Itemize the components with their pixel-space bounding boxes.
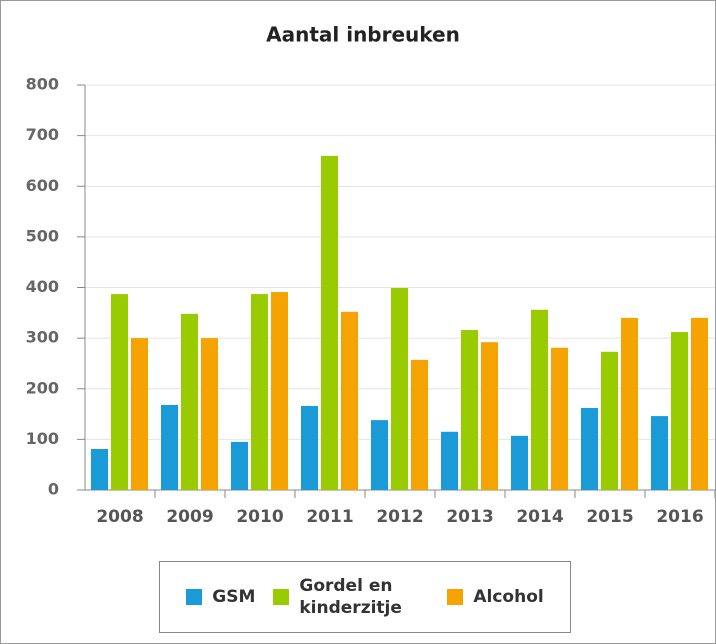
bar: [551, 347, 568, 490]
legend-swatch: [273, 589, 290, 605]
bar: [111, 294, 128, 490]
bar: [581, 407, 598, 490]
bar: [531, 309, 548, 490]
bar: [691, 317, 708, 490]
bar: [271, 292, 288, 490]
bar: [161, 404, 178, 490]
x-tick-label: 2010: [236, 507, 283, 527]
y-tick-label: 800: [26, 75, 59, 94]
x-tick-label: 2014: [516, 507, 563, 527]
bar: [481, 342, 498, 490]
x-tick-label: 2011: [306, 507, 353, 527]
x-tick-label: 2008: [96, 507, 143, 527]
bar: [671, 332, 688, 490]
legend-item: Gordel en kinderzitje: [273, 575, 429, 619]
y-tick-label: 500: [26, 226, 59, 245]
bar: [251, 294, 268, 490]
bar: [181, 313, 198, 490]
y-tick-label: 300: [26, 328, 59, 347]
bar: [461, 330, 478, 490]
chart-title: Aantal inbreuken: [266, 23, 460, 47]
bar: [341, 311, 358, 490]
x-tick-label: 2016: [656, 507, 703, 527]
x-tick-label: 2012: [376, 507, 423, 527]
legend-item: GSM: [186, 586, 255, 608]
x-tick-label: 2013: [446, 507, 493, 527]
y-tick-label: 0: [48, 480, 59, 499]
y-tick-label: 400: [26, 277, 59, 296]
bar: [201, 338, 218, 490]
bar: [441, 431, 458, 490]
bar: [411, 359, 428, 490]
bar: [91, 448, 108, 490]
y-tick-label: 700: [26, 125, 59, 144]
bar: [391, 288, 408, 490]
legend-item: Alcohol: [447, 586, 544, 608]
x-tick-label: 2009: [166, 507, 213, 527]
bar: [321, 155, 338, 490]
legend-swatch: [186, 589, 203, 605]
legend-label: GSM: [212, 587, 256, 607]
bar: [601, 351, 618, 490]
legend-label: Alcohol: [473, 587, 544, 607]
bar: [371, 420, 388, 490]
x-tick-label: 2015: [586, 507, 633, 527]
bar: [131, 338, 148, 490]
y-tick-label: 100: [26, 429, 59, 448]
bar: [301, 405, 318, 490]
y-tick-label: 600: [26, 176, 59, 195]
bar: [511, 435, 528, 490]
legend-swatch: [447, 589, 464, 605]
chart: Aantal inbreuken 0 100 200 300 400 500 600 700 8…: [26, 23, 715, 527]
legend: GSM Gordel en kinderzitje Alcohol: [159, 561, 571, 633]
bar: [651, 416, 668, 490]
bar: [231, 441, 248, 490]
bar: [621, 317, 638, 490]
legend-label: Gordel en kinderzitje: [299, 576, 402, 618]
y-tick-label: 200: [26, 378, 59, 397]
